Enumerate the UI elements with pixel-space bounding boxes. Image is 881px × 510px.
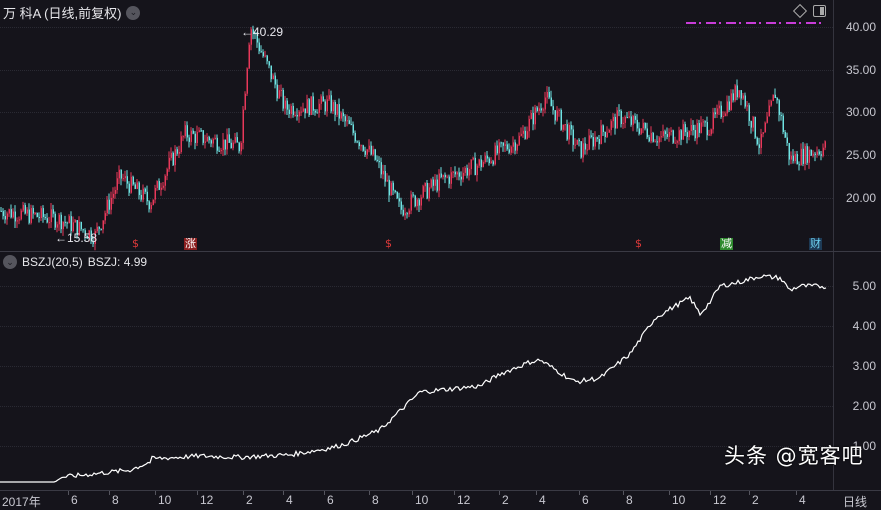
- x-tick-label: 4: [286, 493, 293, 507]
- x-tick-label: 12: [457, 493, 471, 507]
- y-tick-label: 1.00: [852, 439, 876, 453]
- y-tick-label: 2.00: [852, 399, 876, 413]
- x-tick-label: 4: [539, 493, 546, 507]
- y-tick-label: 25.00: [845, 148, 876, 162]
- x-tick-label: 2: [246, 493, 253, 507]
- gridline: [0, 446, 833, 447]
- x-tick: [669, 491, 670, 495]
- time-axis[interactable]: 日线 2017年 6 8 10 12 2 4 6 8 10 12 2 4 6 8 10 12 2 4: [0, 490, 881, 509]
- x-tick-label: 6: [582, 493, 589, 507]
- gridline: [0, 326, 833, 327]
- x-tick-label: 6: [71, 493, 78, 507]
- x-tick: [579, 491, 580, 495]
- x-tick: [324, 491, 325, 495]
- period-label[interactable]: 日线: [842, 495, 867, 509]
- y-tick-label: 35.00: [845, 63, 876, 77]
- gridline: [0, 366, 833, 367]
- x-tick-label: 2: [752, 493, 759, 507]
- candlestick-series: [0, 25, 826, 251]
- diamond-icon[interactable]: [792, 3, 808, 19]
- y-tick-label: 3.00: [852, 359, 876, 373]
- panel-divider[interactable]: [0, 251, 881, 252]
- gridline: [0, 155, 833, 156]
- stock-title-label: 万 科A (日线,前复权): [3, 6, 122, 21]
- x-tick-label: 12: [200, 493, 214, 507]
- price-chart-panel[interactable]: 万 科A (日线,前复权) ⌄ ←40.29 ←15.58 $ 涨 $ $ 减财 40.…: [0, 0, 881, 251]
- x-tick-label: 10: [672, 493, 686, 507]
- event-marker[interactable]: 涨: [184, 237, 197, 250]
- y-tick-label: 20.00: [845, 191, 876, 205]
- x-tick: [454, 491, 455, 495]
- high-value: 40.29: [253, 25, 284, 39]
- gridline: [0, 286, 833, 287]
- gridline: [0, 27, 833, 28]
- indicator-title: ⌄ BSZJ(20,5) BSZJ: 4.99: [3, 255, 147, 269]
- y-tick-label: 40.00: [845, 20, 876, 34]
- x-tick: [68, 491, 69, 495]
- x-tick: [155, 491, 156, 495]
- x-tick-label: 10: [415, 493, 429, 507]
- chevron-down-icon[interactable]: ⌄: [126, 5, 141, 20]
- x-tick-label: 2017年: [2, 495, 41, 509]
- x-tick: [536, 491, 537, 495]
- x-tick: [412, 491, 413, 495]
- y-tick-label: 4.00: [852, 319, 876, 333]
- x-tick: [749, 491, 750, 495]
- event-marker[interactable]: $: [635, 237, 642, 250]
- low-arrow-icon: ←: [55, 231, 67, 245]
- x-tick: [499, 491, 500, 495]
- indicator-y-axis[interactable]: 5.00 4.00 3.00 2.00 1.00: [833, 252, 881, 490]
- chart-toolbar: [792, 3, 826, 19]
- watermark: 头条 @宽客吧: [724, 444, 864, 468]
- x-tick-label: 8: [626, 493, 633, 507]
- indicator-panel[interactable]: ⌄ BSZJ(20,5) BSZJ: 4.99 5.00 4.00 3.00 2…: [0, 252, 881, 490]
- x-tick-label: 6: [327, 493, 334, 507]
- x-tick: [369, 491, 370, 495]
- gridline: [0, 70, 833, 71]
- x-tick: [243, 491, 244, 495]
- x-tick-label: 10: [158, 493, 172, 507]
- high-arrow-icon: ←: [241, 25, 253, 39]
- indicator-value: BSZJ: 4.99: [87, 255, 148, 269]
- x-tick-label: 4: [799, 493, 806, 507]
- x-tick: [710, 491, 711, 495]
- event-marker[interactable]: 财: [809, 237, 822, 250]
- x-tick: [283, 491, 284, 495]
- gridline: [0, 112, 833, 113]
- bszj-line: [0, 274, 827, 483]
- x-tick-label: 8: [112, 493, 119, 507]
- indicator-name: BSZJ(20,5): [22, 255, 83, 269]
- x-tick: [796, 491, 797, 495]
- panel-toggle-icon[interactable]: [813, 5, 826, 17]
- event-marker[interactable]: 减: [720, 237, 733, 250]
- low-value: 15.58: [67, 231, 98, 245]
- x-tick-label: 2: [502, 493, 509, 507]
- x-tick: [197, 491, 198, 495]
- magenta-signal-line: [686, 22, 826, 24]
- price-y-axis[interactable]: 40.00 35.00 30.00 25.00 20.00: [833, 0, 881, 251]
- high-annotation: ←40.29: [241, 25, 283, 39]
- x-tick-label: 12: [713, 493, 727, 507]
- x-tick: [623, 491, 624, 495]
- gridline: [0, 406, 833, 407]
- event-marker[interactable]: $: [385, 237, 392, 250]
- low-annotation: ←15.58: [55, 231, 97, 245]
- x-tick-label: 8: [372, 493, 379, 507]
- event-marker[interactable]: $: [132, 237, 139, 250]
- stock-title: 万 科A (日线,前复权) ⌄: [3, 3, 141, 22]
- y-tick-label: 30.00: [845, 105, 876, 119]
- chevron-down-icon[interactable]: ⌄: [3, 255, 17, 269]
- x-tick: [109, 491, 110, 495]
- y-tick-label: 5.00: [852, 279, 876, 293]
